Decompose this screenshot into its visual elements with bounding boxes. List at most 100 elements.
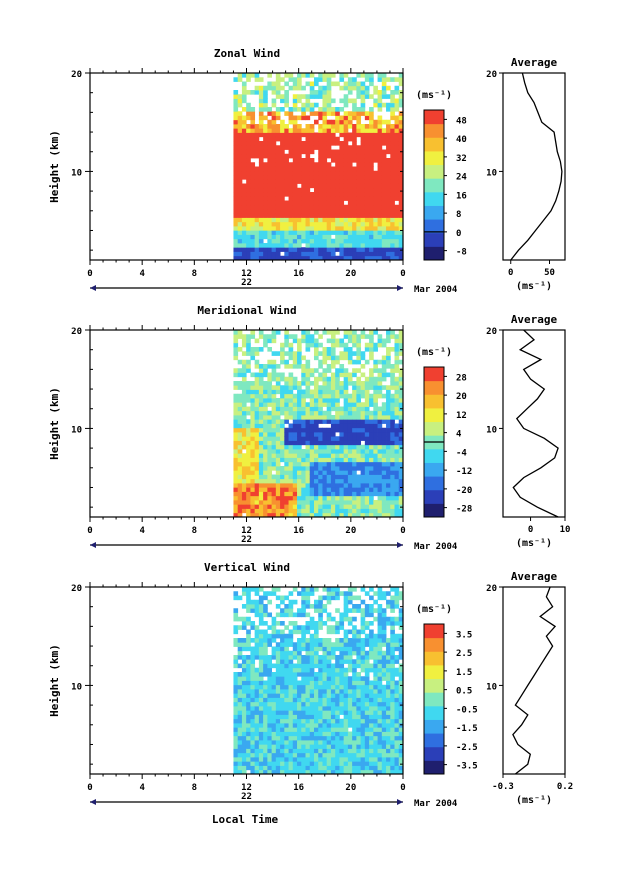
heatmap-cell xyxy=(352,107,357,112)
heatmap-cell xyxy=(271,141,277,146)
heatmap-cell xyxy=(381,200,387,206)
heatmap-cell xyxy=(347,495,353,501)
heatmap-cell xyxy=(301,175,306,180)
heatmap-cell xyxy=(284,359,289,365)
heatmap-cell xyxy=(241,474,247,480)
heatmap-cell xyxy=(373,330,378,335)
heatmap-cell xyxy=(250,663,256,669)
heatmap-cell xyxy=(241,735,247,741)
heatmap-cell xyxy=(305,444,311,450)
heatmap-cell xyxy=(339,200,345,206)
heatmap-cell xyxy=(364,612,370,618)
heatmap-cell xyxy=(275,385,281,390)
heatmap-cell xyxy=(343,714,349,720)
heatmap-cell xyxy=(275,659,281,664)
heatmap-cell xyxy=(263,748,268,754)
heatmap-cell xyxy=(241,334,247,339)
heatmap-cell xyxy=(313,351,319,356)
heatmap-cell xyxy=(343,376,349,382)
heatmap-cell xyxy=(237,500,243,505)
heatmap-cell xyxy=(267,376,273,382)
x-tick-label: 8 xyxy=(192,783,197,793)
heatmap-cell xyxy=(305,94,311,99)
heatmap-cell xyxy=(271,192,277,197)
heatmap-cell xyxy=(398,710,404,715)
heatmap-cell xyxy=(369,478,374,484)
heatmap-cell xyxy=(369,111,374,116)
heatmap-cell xyxy=(343,183,349,189)
heatmap-cell xyxy=(398,192,404,197)
heatmap-cell xyxy=(292,483,298,488)
heatmap-cell xyxy=(352,483,357,488)
heatmap-cell xyxy=(322,226,328,231)
heatmap-cell xyxy=(271,616,277,622)
heatmap-cell xyxy=(284,604,289,609)
heatmap-cell xyxy=(386,234,391,240)
heatmap-cell xyxy=(356,217,362,223)
heatmap-cell xyxy=(326,495,332,501)
heatmap-cell xyxy=(386,718,391,724)
heatmap-cell xyxy=(360,393,366,399)
heatmap-cell xyxy=(356,385,362,390)
heatmap-cell xyxy=(322,389,328,395)
heatmap-cell xyxy=(390,595,395,601)
heatmap-cell xyxy=(271,432,277,437)
heatmap-cell xyxy=(258,731,264,737)
heatmap-cell xyxy=(254,251,260,257)
heatmap-cell xyxy=(237,427,243,433)
heatmap-cell xyxy=(326,646,332,652)
heatmap-cell xyxy=(254,347,260,352)
heatmap-cell xyxy=(292,684,298,690)
heatmap-cell xyxy=(352,684,357,690)
heatmap-cell xyxy=(352,710,357,715)
heatmap-cell xyxy=(364,209,370,214)
heatmap-cell xyxy=(301,740,306,745)
heatmap-cell xyxy=(322,372,328,378)
heatmap-cell xyxy=(356,504,362,509)
heatmap-cell xyxy=(386,427,391,433)
heatmap-cell xyxy=(288,128,294,133)
heatmap-cell xyxy=(284,98,289,104)
heatmap-cell xyxy=(386,735,391,741)
heatmap-cell xyxy=(369,238,374,244)
heatmap-cell xyxy=(339,415,345,420)
heatmap-cell xyxy=(263,141,268,146)
heatmap-cell xyxy=(381,196,387,201)
heatmap-cell xyxy=(267,381,273,386)
heatmap-cell xyxy=(335,478,340,484)
heatmap-cell xyxy=(330,385,336,390)
colorbar-frame xyxy=(423,623,445,775)
heatmap-cell xyxy=(360,761,366,766)
heatmap-cell xyxy=(233,330,239,335)
heatmap-cell xyxy=(275,255,281,261)
heatmap-cell xyxy=(339,680,345,686)
colorbar-swatch xyxy=(424,503,444,518)
heatmap-cell xyxy=(246,727,251,732)
heatmap-cell xyxy=(301,170,306,176)
heatmap-cell xyxy=(369,680,374,686)
heatmap-cell xyxy=(339,243,345,248)
heatmap-cell xyxy=(330,625,336,630)
heatmap-cell xyxy=(313,81,319,87)
heatmap-cell xyxy=(360,744,366,749)
heatmap-cell xyxy=(267,419,273,424)
heatmap-cell xyxy=(386,697,391,703)
heatmap-cell xyxy=(394,136,400,142)
heatmap-cell xyxy=(386,744,391,749)
heatmap-cell xyxy=(330,587,336,592)
heatmap-cell xyxy=(258,608,264,613)
heatmap-cell xyxy=(356,693,362,698)
heatmap-cell xyxy=(322,748,328,754)
heatmap-cell xyxy=(318,744,323,749)
heatmap-cell xyxy=(284,381,289,386)
heatmap-cell xyxy=(318,415,323,420)
heatmap-cell xyxy=(309,136,315,142)
heatmap-cell xyxy=(343,141,349,146)
heatmap-cell xyxy=(394,646,400,652)
heatmap-cell xyxy=(263,761,268,766)
heatmap-cell xyxy=(246,444,251,450)
heatmap-cell xyxy=(246,149,251,155)
heatmap-cell xyxy=(318,676,323,681)
heatmap-cell xyxy=(377,453,383,458)
heatmap-cell xyxy=(297,338,302,344)
